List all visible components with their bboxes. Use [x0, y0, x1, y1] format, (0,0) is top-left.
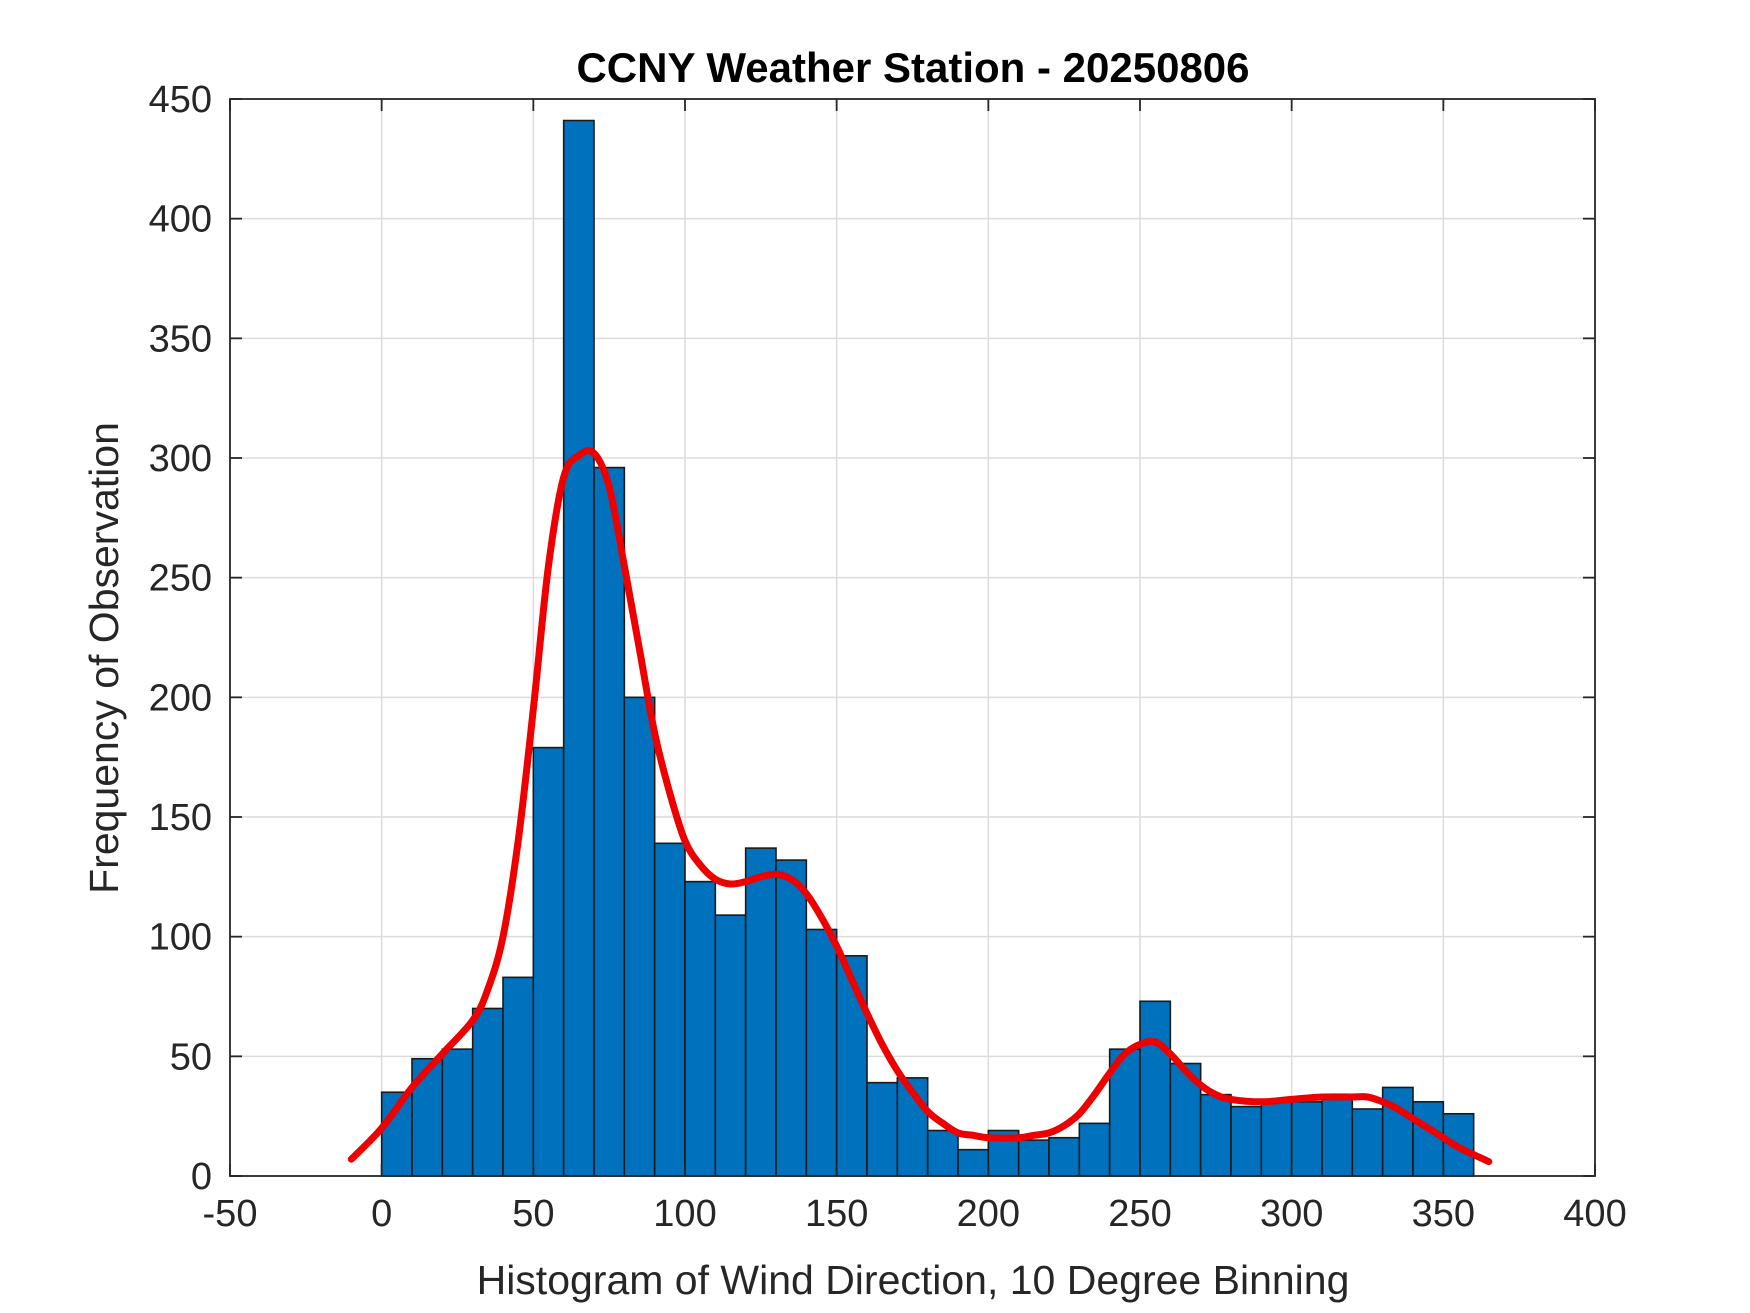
- histogram-bar: [653, 842, 686, 1177]
- y-tick-label: 50: [170, 1036, 212, 1078]
- histogram-bar: [775, 859, 808, 1177]
- y-tick-label: 150: [149, 797, 212, 839]
- histogram-bar: [1139, 1000, 1172, 1177]
- histogram-bar: [411, 1057, 444, 1177]
- y-axis-label: Frequency of Observation: [81, 422, 127, 894]
- histogram-bar: [805, 928, 838, 1177]
- y-tick-label: 300: [149, 438, 212, 480]
- histogram-bar: [835, 955, 868, 1177]
- histogram-bar: [1078, 1122, 1111, 1177]
- x-tick-label: 400: [1563, 1193, 1626, 1235]
- x-tick-label: 350: [1412, 1193, 1475, 1235]
- x-tick-label: 200: [957, 1193, 1020, 1235]
- y-tick-label: 100: [149, 917, 212, 959]
- histogram-bar: [1351, 1108, 1384, 1177]
- x-tick-label: 50: [512, 1193, 554, 1235]
- histogram-bar: [562, 119, 595, 1177]
- fit-curve-layer: [347, 447, 1493, 1166]
- histogram-bar: [714, 914, 747, 1177]
- histogram-bar: [1048, 1136, 1081, 1177]
- histogram-bar: [1260, 1101, 1293, 1177]
- chart-title: CCNY Weather Station - 20250806: [576, 44, 1249, 91]
- histogram-bar: [1230, 1105, 1263, 1177]
- histogram-bar: [502, 976, 535, 1177]
- histogram-bar: [1199, 1093, 1232, 1177]
- histogram-bar: [1321, 1098, 1354, 1177]
- histogram-bar: [1412, 1101, 1445, 1177]
- y-tick-label: 250: [149, 558, 212, 600]
- histogram-bar: [744, 847, 777, 1177]
- histogram-bar: [896, 1077, 929, 1177]
- histogram-bar: [471, 1007, 504, 1177]
- x-tick-label: 100: [653, 1193, 716, 1235]
- x-tick-label: 300: [1260, 1193, 1323, 1235]
- x-tick-label: 250: [1108, 1193, 1171, 1235]
- fit-curve-line: [347, 447, 1493, 1166]
- histogram-bar: [1290, 1101, 1323, 1177]
- x-axis-label: Histogram of Wind Direction, 10 Degree B…: [477, 1257, 1350, 1303]
- y-tick-label: 200: [149, 677, 212, 719]
- histogram-bar: [532, 746, 565, 1177]
- y-tick-label: 400: [149, 199, 212, 241]
- histogram-bar: [1017, 1139, 1050, 1177]
- histogram-bar: [926, 1129, 959, 1177]
- y-tick-label: 350: [149, 318, 212, 360]
- axes-box: [229, 98, 1596, 1177]
- histogram-bar: [866, 1081, 899, 1177]
- x-tick-label: 150: [805, 1193, 868, 1235]
- tick-labels: -50 0 50 100 150 200 250 300 350 4000501001502002…: [149, 79, 1627, 1235]
- histogram-bar: [957, 1148, 990, 1177]
- y-tick-label: 450: [149, 79, 212, 121]
- histogram-bar: [684, 880, 717, 1177]
- histogram-bar: [441, 1048, 474, 1177]
- histogram-bar: [593, 466, 626, 1177]
- x-tick-label: -50: [203, 1193, 258, 1235]
- histogram-bar: [623, 696, 656, 1177]
- axes-frame: [229, 98, 1596, 1177]
- y-tick-label: 0: [191, 1156, 212, 1198]
- x-tick-label: 0: [371, 1193, 392, 1235]
